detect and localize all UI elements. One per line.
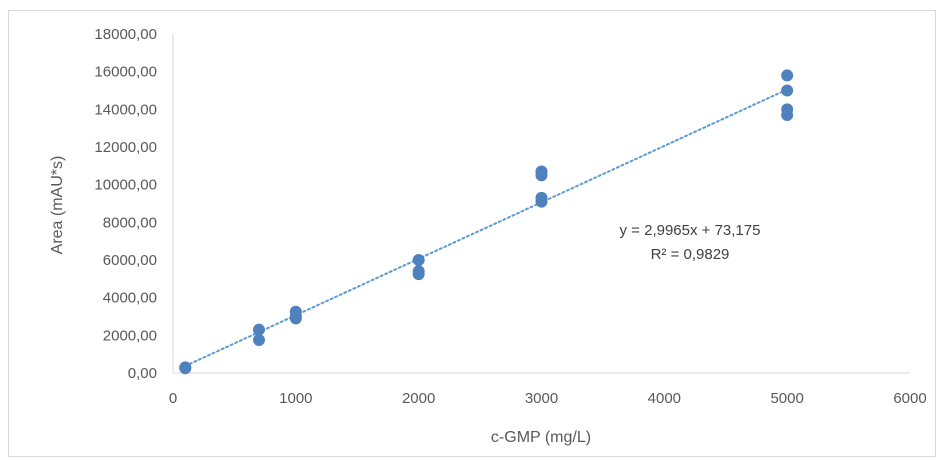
data-point bbox=[781, 84, 794, 97]
data-point bbox=[412, 268, 425, 281]
data-point bbox=[252, 334, 265, 347]
trendline bbox=[184, 88, 789, 367]
y-tick-label: 0,00 bbox=[128, 365, 157, 382]
y-axis-title: Area (mAU*s) bbox=[49, 156, 66, 255]
y-tick-label: 6000,00 bbox=[103, 252, 157, 269]
data-point bbox=[179, 362, 192, 375]
y-tick-label: 8000,00 bbox=[103, 214, 157, 231]
trendline-layer bbox=[184, 88, 789, 367]
x-tick-label: 2000 bbox=[402, 390, 435, 407]
data-point bbox=[781, 108, 794, 121]
x-tick-label: 6000 bbox=[893, 390, 926, 407]
axes bbox=[172, 34, 910, 374]
data-point bbox=[412, 254, 425, 266]
y-tick-label: 14000,00 bbox=[94, 101, 157, 118]
x-tick-label: 3000 bbox=[525, 390, 558, 407]
data-point bbox=[535, 169, 548, 182]
x-tick-labels: 0 1000 2000 3000 4000 5000 6000 bbox=[169, 390, 927, 407]
y-tick-label: 4000,00 bbox=[103, 290, 157, 307]
data-point bbox=[535, 195, 548, 208]
y-tick-label: 16000,00 bbox=[94, 64, 157, 81]
y-tick-labels: 0,00 2000,00 4000,00 6000,00 8000,00 10000,00… bbox=[94, 26, 157, 382]
data-points bbox=[179, 69, 794, 375]
x-tick-label: 0 bbox=[169, 390, 177, 407]
y-tick-label: 10000,00 bbox=[94, 177, 157, 194]
data-point bbox=[289, 312, 302, 325]
r-squared-label: R² = 0,9829 bbox=[651, 246, 730, 263]
data-point bbox=[781, 69, 794, 82]
x-axis-title: c-GMP (mg/L) bbox=[491, 429, 591, 446]
y-tick-label: 18000,00 bbox=[94, 26, 157, 43]
trendline-equation: y = 2,9965x + 73,175 bbox=[620, 222, 761, 239]
x-tick-label: 4000 bbox=[648, 390, 681, 407]
x-tick-label: 1000 bbox=[279, 390, 312, 407]
x-tick-label: 5000 bbox=[770, 390, 803, 407]
y-tick-label: 2000,00 bbox=[103, 327, 157, 344]
y-tick-label: 12000,00 bbox=[94, 139, 157, 156]
data-point bbox=[252, 323, 265, 336]
